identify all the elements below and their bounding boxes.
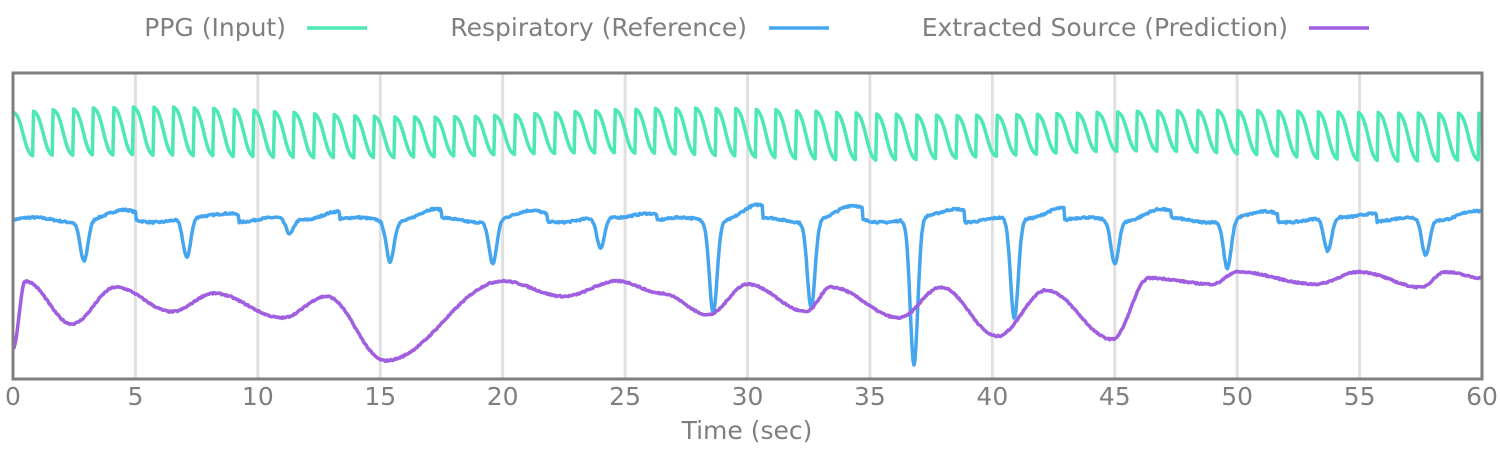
series-line-1 — [11, 202, 1483, 367]
x-tick-label: 45 — [1099, 382, 1131, 411]
series-line-0 — [12, 105, 1484, 163]
legend-item-ppg: PPG (Input) — [144, 13, 367, 42]
x-tick-label: 25 — [609, 382, 641, 411]
legend-item-respiratory: Respiratory (Reference) — [450, 13, 829, 42]
x-axis-title: Time (sec) — [681, 416, 813, 445]
x-tick-label: 55 — [1344, 382, 1376, 411]
x-tick-label: 40 — [976, 382, 1008, 411]
x-tick-label: 60 — [1466, 382, 1498, 411]
x-tick-label: 35 — [854, 382, 886, 411]
x-tick-label: 0 — [5, 382, 21, 411]
legend-label-respiratory: Respiratory (Reference) — [450, 13, 747, 42]
x-tick-label: 50 — [1221, 382, 1253, 411]
plot-frame — [11, 71, 1484, 381]
legend: PPG (Input) Respiratory (Reference) Extr… — [144, 13, 1369, 42]
x-tick-label: 30 — [732, 382, 764, 411]
series-layer — [11, 105, 1484, 367]
x-axis: 0 5 10 15 20 25 30 35 40 45 50 55 60 — [5, 382, 1498, 411]
x-tick-label: 20 — [487, 382, 519, 411]
legend-label-extracted: Extracted Source (Prediction) — [922, 13, 1288, 42]
legend-item-extracted: Extracted Source (Prediction) — [922, 13, 1369, 42]
x-tick-label: 15 — [364, 382, 396, 411]
x-tick-label: 5 — [127, 382, 143, 411]
series-line-2 — [11, 269, 1483, 364]
x-tick-label: 10 — [242, 382, 274, 411]
legend-label-ppg: PPG (Input) — [144, 13, 286, 42]
